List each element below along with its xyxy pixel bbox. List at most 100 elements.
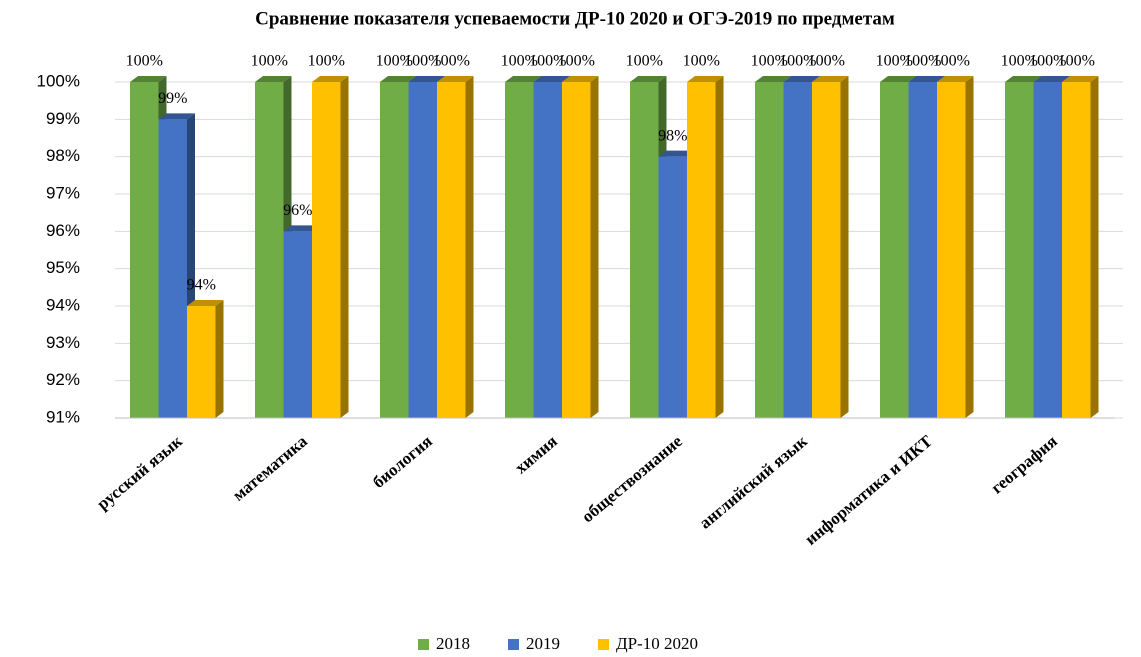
bar (908, 82, 937, 418)
data-label: 100% (376, 53, 413, 70)
bar-side (715, 76, 724, 418)
legend-swatch (598, 639, 609, 650)
data-label: 100% (126, 53, 163, 70)
x-tick-label: география (987, 432, 1060, 498)
bar (1062, 82, 1091, 418)
bar-top (630, 76, 667, 82)
legend-label: ДР-10 2020 (616, 634, 698, 653)
bar (687, 82, 716, 418)
bar-top (562, 76, 599, 82)
bar (380, 82, 409, 418)
y-tick-label: 99% (46, 109, 80, 128)
bar (158, 119, 187, 418)
bar (1033, 82, 1062, 418)
bar-top (408, 76, 445, 82)
x-tick-label: обществознание (578, 431, 686, 526)
bar (187, 306, 216, 418)
bar (312, 82, 341, 418)
bar-side (590, 76, 599, 418)
x-tick-label: русский язык (93, 431, 186, 513)
bar (937, 82, 966, 418)
legend-swatch (418, 639, 429, 650)
bar (437, 82, 466, 418)
bar-side (965, 76, 974, 418)
data-label: 99% (158, 90, 187, 107)
bar-top (783, 76, 820, 82)
y-tick-label: 94% (46, 295, 80, 314)
bar (505, 82, 534, 418)
bar-top (1005, 76, 1042, 82)
data-label: 100% (626, 53, 663, 70)
data-label: 100% (404, 53, 441, 70)
bar (130, 82, 159, 418)
bar-side (840, 76, 849, 418)
y-tick-label: 93% (46, 333, 80, 352)
data-label: 100% (904, 53, 941, 70)
bar (812, 82, 841, 418)
bar (408, 82, 437, 418)
data-label: 100% (1001, 53, 1038, 70)
bar-top (1062, 76, 1099, 82)
bar-top (755, 76, 792, 82)
data-label: 100% (1058, 53, 1095, 70)
x-tick-label: информатика и ИКТ (801, 431, 936, 549)
x-tick-label: английский язык (696, 431, 811, 532)
data-label: 94% (187, 277, 216, 294)
bar-top (187, 300, 224, 306)
bar-top (880, 76, 917, 82)
data-label: 100% (779, 53, 816, 70)
bar-top (255, 76, 292, 82)
bar (283, 231, 312, 418)
y-tick-label: 100% (37, 71, 80, 90)
bar-top (312, 76, 349, 82)
bar (658, 156, 687, 418)
x-tick-label: биология (369, 432, 436, 492)
bar-side (1090, 76, 1099, 418)
data-label: 100% (558, 53, 595, 70)
bar (1005, 82, 1034, 418)
chart-title: Сравнение показателя успеваемости ДР-10 … (255, 8, 895, 29)
bar-top (812, 76, 849, 82)
bar-top (380, 76, 417, 82)
data-label: 100% (308, 53, 345, 70)
bar-side (340, 76, 349, 418)
bar-top (658, 150, 695, 157)
data-label: 100% (751, 53, 788, 70)
legend-label: 2018 (436, 634, 470, 653)
bar (562, 82, 591, 418)
bar (783, 82, 812, 418)
y-tick-label: 95% (46, 258, 80, 277)
bar-top (937, 76, 974, 82)
data-label: 100% (876, 53, 913, 70)
bar-side (465, 76, 474, 418)
y-tick-label: 91% (46, 407, 80, 426)
data-label: 100% (529, 53, 566, 70)
data-label: 100% (808, 53, 845, 70)
bar-top (687, 76, 724, 82)
y-tick-label: 92% (46, 370, 80, 389)
data-label: 98% (658, 127, 687, 144)
x-tick-label: химия (511, 432, 561, 478)
bar (755, 82, 784, 418)
bar (255, 82, 284, 418)
legend-swatch (508, 639, 519, 650)
data-label: 100% (1029, 53, 1066, 70)
data-label: 100% (683, 53, 720, 70)
data-label: 96% (283, 202, 312, 219)
bar (880, 82, 909, 418)
bar-top (437, 76, 474, 82)
bar-top (908, 76, 945, 82)
bar (630, 82, 659, 418)
bar (533, 82, 562, 418)
bar-top (283, 225, 320, 232)
data-label: 100% (501, 53, 538, 70)
bar-side (215, 300, 224, 418)
y-tick-label: 96% (46, 221, 80, 240)
bar-top (158, 113, 195, 120)
x-tick-label: математика (229, 431, 311, 504)
legend-label: 2019 (526, 634, 560, 653)
bar-top (130, 76, 167, 82)
bar-top (533, 76, 570, 82)
data-label: 100% (933, 53, 970, 70)
